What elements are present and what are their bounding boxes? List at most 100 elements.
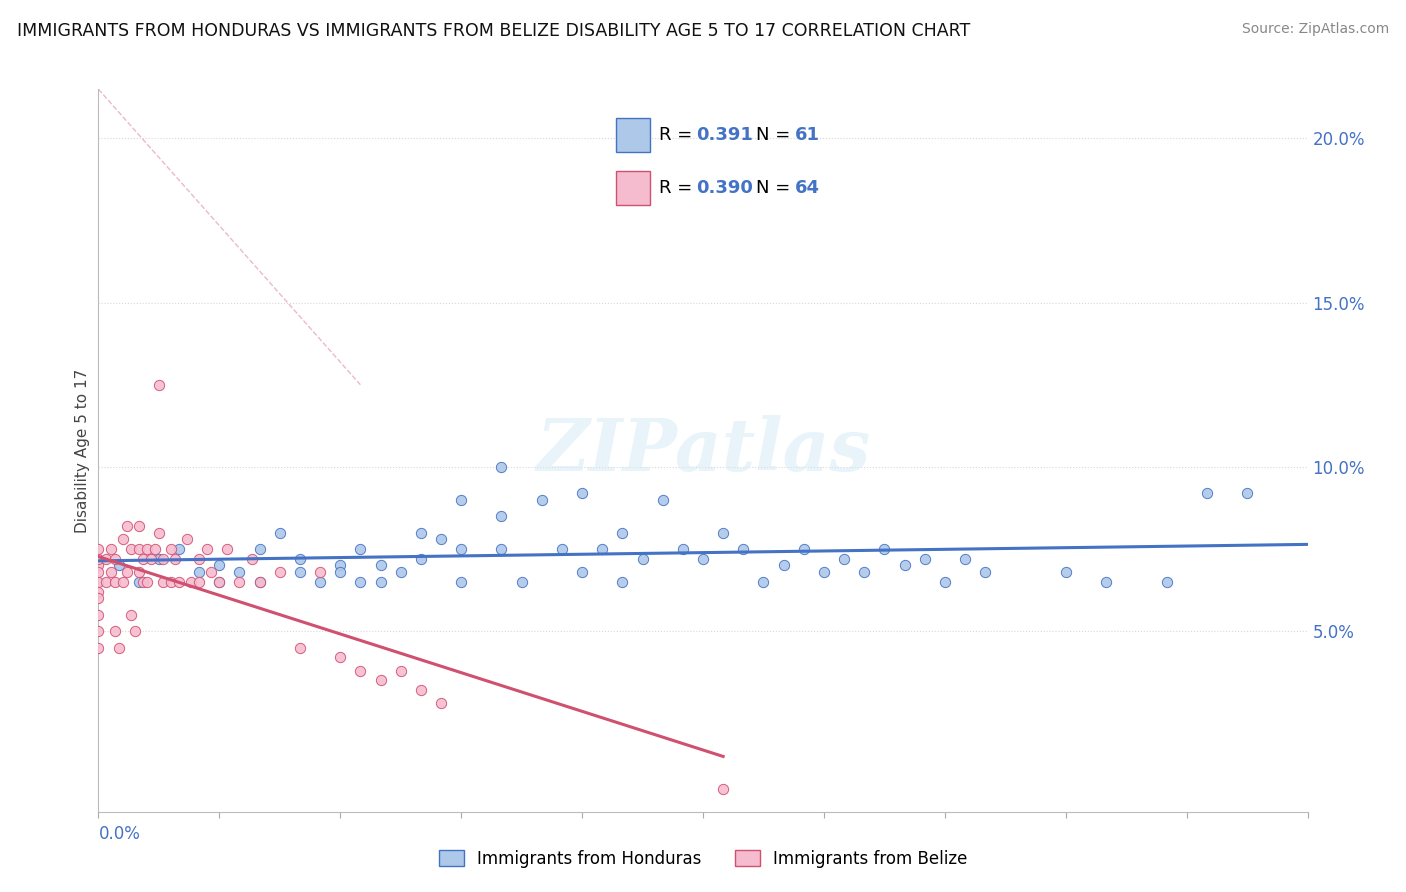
Point	[329, 565, 352, 579]
Point	[87, 591, 110, 606]
Point	[96, 574, 118, 589]
Point	[249, 574, 271, 589]
Point	[128, 541, 150, 556]
Point	[571, 486, 593, 500]
Point	[612, 574, 634, 589]
Point	[228, 574, 250, 589]
Point	[132, 574, 155, 589]
Point	[349, 664, 371, 678]
Point	[188, 574, 211, 589]
Point	[793, 541, 815, 556]
Point	[208, 558, 231, 573]
Point	[132, 551, 155, 566]
Point	[1195, 486, 1218, 500]
Point	[87, 565, 110, 579]
Point	[370, 574, 392, 589]
Point	[160, 574, 183, 589]
Point	[370, 673, 392, 688]
Point	[370, 558, 392, 573]
Point	[87, 574, 110, 589]
Point	[288, 640, 311, 655]
Point	[612, 525, 634, 540]
Text: Source: ZipAtlas.com: Source: ZipAtlas.com	[1241, 22, 1389, 37]
Y-axis label: Disability Age 5 to 17: Disability Age 5 to 17	[75, 368, 90, 533]
Point	[107, 640, 129, 655]
Point	[491, 509, 513, 524]
Point	[409, 525, 432, 540]
Point	[772, 558, 794, 573]
Point	[148, 377, 170, 392]
Point	[349, 574, 371, 589]
Point	[208, 574, 231, 589]
Point	[711, 525, 734, 540]
Point	[163, 551, 186, 566]
Point	[389, 565, 412, 579]
Point	[139, 551, 162, 566]
Point	[103, 574, 125, 589]
Point	[430, 532, 453, 546]
Point	[491, 541, 513, 556]
Point	[180, 574, 202, 589]
Point	[450, 574, 472, 589]
Point	[228, 565, 250, 579]
Point	[135, 541, 157, 556]
Point	[124, 624, 146, 639]
Point	[111, 532, 134, 546]
Point	[120, 607, 142, 622]
Point	[269, 565, 291, 579]
Point	[491, 459, 513, 474]
Point	[309, 574, 332, 589]
Point	[571, 565, 593, 579]
Point	[200, 565, 222, 579]
Legend: Immigrants from Honduras, Immigrants from Belize: Immigrants from Honduras, Immigrants fro…	[432, 844, 974, 875]
Point	[167, 541, 190, 556]
Point	[148, 525, 170, 540]
Point	[249, 541, 271, 556]
Point	[160, 541, 183, 556]
Point	[135, 574, 157, 589]
Point	[128, 519, 150, 533]
Point	[152, 551, 174, 566]
Point	[100, 541, 122, 556]
Point	[195, 541, 218, 556]
Point	[103, 551, 125, 566]
Point	[87, 584, 110, 599]
Point	[249, 574, 271, 589]
Point	[188, 551, 211, 566]
Point	[188, 565, 211, 579]
Point	[450, 541, 472, 556]
Point	[269, 525, 291, 540]
Point	[389, 664, 412, 678]
Point	[87, 607, 110, 622]
Text: IMMIGRANTS FROM HONDURAS VS IMMIGRANTS FROM BELIZE DISABILITY AGE 5 TO 17 CORREL: IMMIGRANTS FROM HONDURAS VS IMMIGRANTS F…	[17, 22, 970, 40]
Point	[974, 565, 997, 579]
Point	[167, 574, 190, 589]
Point	[1095, 574, 1118, 589]
Point	[953, 551, 976, 566]
Point	[111, 574, 134, 589]
Point	[893, 558, 915, 573]
Point	[832, 551, 855, 566]
Point	[87, 624, 110, 639]
Point	[631, 551, 654, 566]
Point	[87, 640, 110, 655]
Point	[409, 683, 432, 698]
Point	[120, 541, 142, 556]
Point	[672, 541, 695, 556]
Point	[711, 781, 734, 796]
Point	[288, 565, 311, 579]
Point	[115, 519, 138, 533]
Point	[96, 551, 118, 566]
Point	[107, 558, 129, 573]
Point	[128, 574, 150, 589]
Point	[288, 551, 311, 566]
Point	[853, 565, 876, 579]
Point	[450, 492, 472, 507]
Text: 0.0%: 0.0%	[98, 825, 141, 843]
Point	[148, 551, 170, 566]
Point	[530, 492, 553, 507]
Point	[208, 574, 231, 589]
Point	[87, 551, 110, 566]
Point	[1156, 574, 1178, 589]
Text: ZIPatlas: ZIPatlas	[536, 415, 870, 486]
